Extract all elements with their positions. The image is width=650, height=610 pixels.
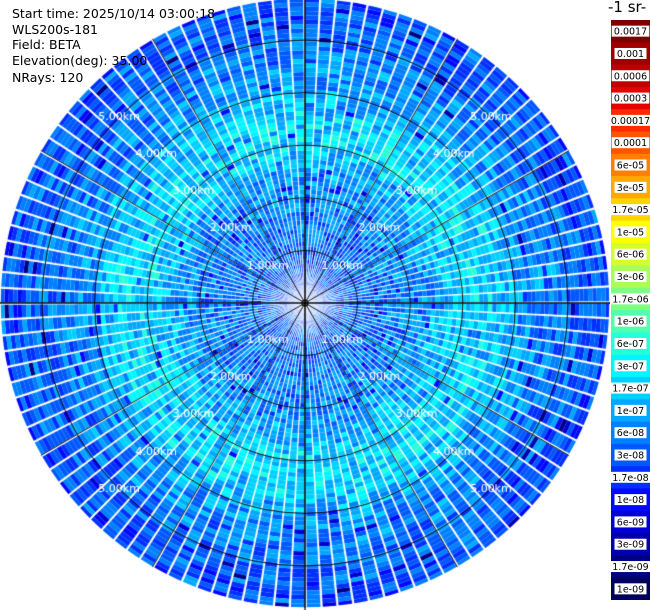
colorbar-tick-label: 0.0001 [614, 138, 647, 149]
station-text: WLS200s-181 [12, 22, 98, 37]
field-text: Field: BETA [12, 37, 81, 52]
colorbar-tick-label: 0.0006 [614, 71, 647, 82]
colorbar-tick-label: 1e-07 [617, 406, 644, 417]
colorbar-tick-label: 6e-08 [617, 428, 644, 439]
colorbar-tick-label: 3e-08 [617, 451, 644, 462]
colorbar-tick-label: 6e-05 [617, 161, 644, 172]
ppi-plot-canvas [0, 0, 610, 610]
colorbar-tick-label: 0.0003 [614, 94, 647, 105]
colorbar-tick-label: 3e-06 [617, 272, 644, 283]
colorbar-tick-label: 3e-09 [617, 540, 644, 551]
colorbar-tick-label: 1e-05 [617, 227, 644, 238]
colorbar-tick-label: 1.7e-07 [612, 384, 648, 395]
colorbar-tick-label: 6e-09 [617, 517, 644, 528]
colorbar-title: -1 sr- [608, 0, 647, 16]
colorbar-tick-label: 1e-09 [617, 584, 644, 595]
colorbar-tick-label: 0.0017 [614, 27, 647, 38]
colorbar-tick-label: 0.001 [617, 49, 644, 60]
colorbar-tick-label: 3e-05 [617, 183, 644, 194]
start-time-text: Start time: 2025/10/14 03:00:18 [12, 6, 216, 21]
colorbar-tick-label: 1.7e-09 [612, 562, 648, 573]
colorbar-tick-label: 3e-07 [617, 361, 644, 372]
colorbar-tick-label: 1e-08 [617, 495, 644, 506]
colorbar: 0.0017 0.001 0.0006 0.0003 0.00017 0.0001 6e-0… [611, 20, 650, 600]
elevation-text: Elevation(deg): 35.00 [12, 53, 148, 68]
colorbar-tick-label: 1.7e-08 [612, 473, 648, 484]
colorbar-tick-label: 0.00017 [611, 116, 650, 127]
colorbar-tick-label: 1e-06 [617, 317, 644, 328]
colorbar-tick-label: 6e-06 [617, 250, 644, 261]
colorbar-tick-label: 1.7e-06 [612, 294, 648, 305]
colorbar-tick-label: 1.7e-05 [612, 205, 648, 216]
nrays-text: NRays: 120 [12, 70, 84, 85]
colorbar-tick-label: 6e-07 [617, 339, 644, 350]
